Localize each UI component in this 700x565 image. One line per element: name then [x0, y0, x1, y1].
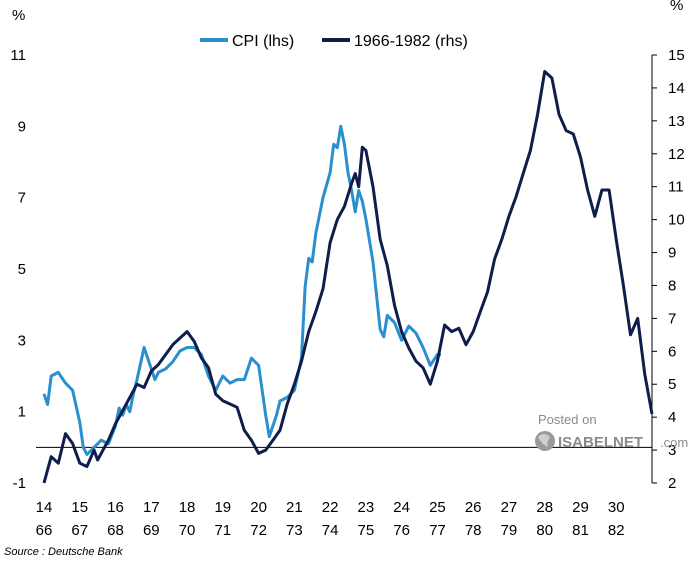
x-tick-label-top: 20	[250, 499, 267, 516]
x-tick-label-top: 22	[322, 499, 339, 516]
watermark-brand: ISABELNET	[558, 434, 643, 451]
x-tick-label-bottom: 71	[214, 522, 231, 539]
left-tick-label: 5	[18, 261, 26, 278]
x-tick-label-bottom: 75	[358, 522, 375, 539]
x-tick-label-top: 19	[214, 499, 231, 516]
right-tick-label: 8	[668, 277, 676, 294]
x-tick-label-bottom: 79	[501, 522, 518, 539]
x-tick-label-top: 15	[71, 499, 88, 516]
x-tick-label-bottom: 81	[572, 522, 589, 539]
watermark: Posted on ISABELNET .com	[535, 412, 688, 451]
source-note: Source : Deutsche Bank	[4, 546, 123, 558]
x-tick-label-top: 17	[143, 499, 160, 516]
watermark-brand-suffix: .com	[660, 435, 688, 450]
x-tick-label-top: 27	[501, 499, 518, 516]
x-tick-label-top: 24	[393, 499, 410, 516]
legend: CPI (lhs) 1966-1982 (rhs)	[200, 33, 468, 50]
x-tick-label-top: 18	[179, 499, 196, 516]
right-tick-label: 12	[668, 146, 685, 163]
right-tick-label: 13	[668, 113, 685, 130]
x-tick-label-bottom: 66	[36, 522, 53, 539]
left-tick-label: 9	[18, 118, 26, 135]
left-tick-label: 7	[18, 190, 26, 207]
x-tick-label-top: 26	[465, 499, 482, 516]
x-tick-label-bottom: 72	[250, 522, 267, 539]
right-axis-ticks: 2 3 4 5 6 7 8 9 10 11 12 13 14 15	[651, 47, 685, 492]
x-tick-label-top: 14	[36, 499, 53, 516]
left-tick-label: 1	[18, 404, 26, 421]
left-tick-label: 3	[18, 332, 26, 349]
x-tick-label-bottom: 67	[71, 522, 88, 539]
right-tick-label: 3	[668, 442, 676, 459]
x-tick-label-bottom: 68	[107, 522, 124, 539]
right-tick-label: 14	[668, 80, 685, 97]
x-tick-label-bottom: 74	[322, 522, 339, 539]
x-tick-label-top: 25	[429, 499, 446, 516]
left-tick-label: 11	[10, 47, 26, 64]
x-tick-label-bottom: 76	[393, 522, 410, 539]
x-tick-label-bottom: 78	[465, 522, 482, 539]
globe-icon-continent	[538, 434, 550, 447]
right-tick-label: 15	[668, 47, 685, 64]
x-tick-label-top: 23	[358, 499, 375, 516]
x-axis-ticks: 14 66 15 67 16 68 17 69 18 70 19 71 20 72 21 73 22 74 23 75…	[36, 499, 625, 539]
watermark-posted-on: Posted on	[538, 412, 597, 427]
x-tick-label-top: 21	[286, 499, 303, 516]
right-axis-unit: %	[670, 0, 683, 14]
x-tick-label-bottom: 69	[143, 522, 160, 539]
right-tick-label: 11	[668, 179, 684, 196]
right-tick-label: 10	[668, 212, 685, 229]
legend-cpi-label: CPI (lhs)	[232, 33, 294, 50]
right-tick-label: 4	[668, 409, 676, 426]
x-tick-label-bottom: 77	[429, 522, 446, 539]
x-tick-label-bottom: 73	[286, 522, 303, 539]
x-tick-label-top: 28	[536, 499, 553, 516]
right-tick-label: 2	[668, 475, 676, 492]
right-tick-label: 9	[668, 245, 676, 262]
left-axis-ticks: -1 1 3 5 7 9 11	[10, 47, 26, 492]
x-tick-label-top: 16	[107, 499, 124, 516]
x-tick-label-top: 29	[572, 499, 589, 516]
x-tick-label-bottom: 82	[608, 522, 625, 539]
right-tick-label: 5	[668, 376, 676, 393]
right-tick-label: 6	[668, 343, 676, 360]
left-tick-label: -1	[13, 475, 26, 492]
legend-period-label: 1966-1982 (rhs)	[354, 33, 468, 50]
left-axis-unit: %	[12, 7, 25, 24]
right-tick-label: 7	[668, 310, 676, 327]
x-tick-label-bottom: 70	[179, 522, 196, 539]
series-line-1966-1982	[42, 70, 654, 484]
x-tick-label-bottom: 80	[536, 522, 553, 539]
x-tick-label-top: 30	[608, 499, 625, 516]
series-line-cpi	[42, 124, 441, 456]
